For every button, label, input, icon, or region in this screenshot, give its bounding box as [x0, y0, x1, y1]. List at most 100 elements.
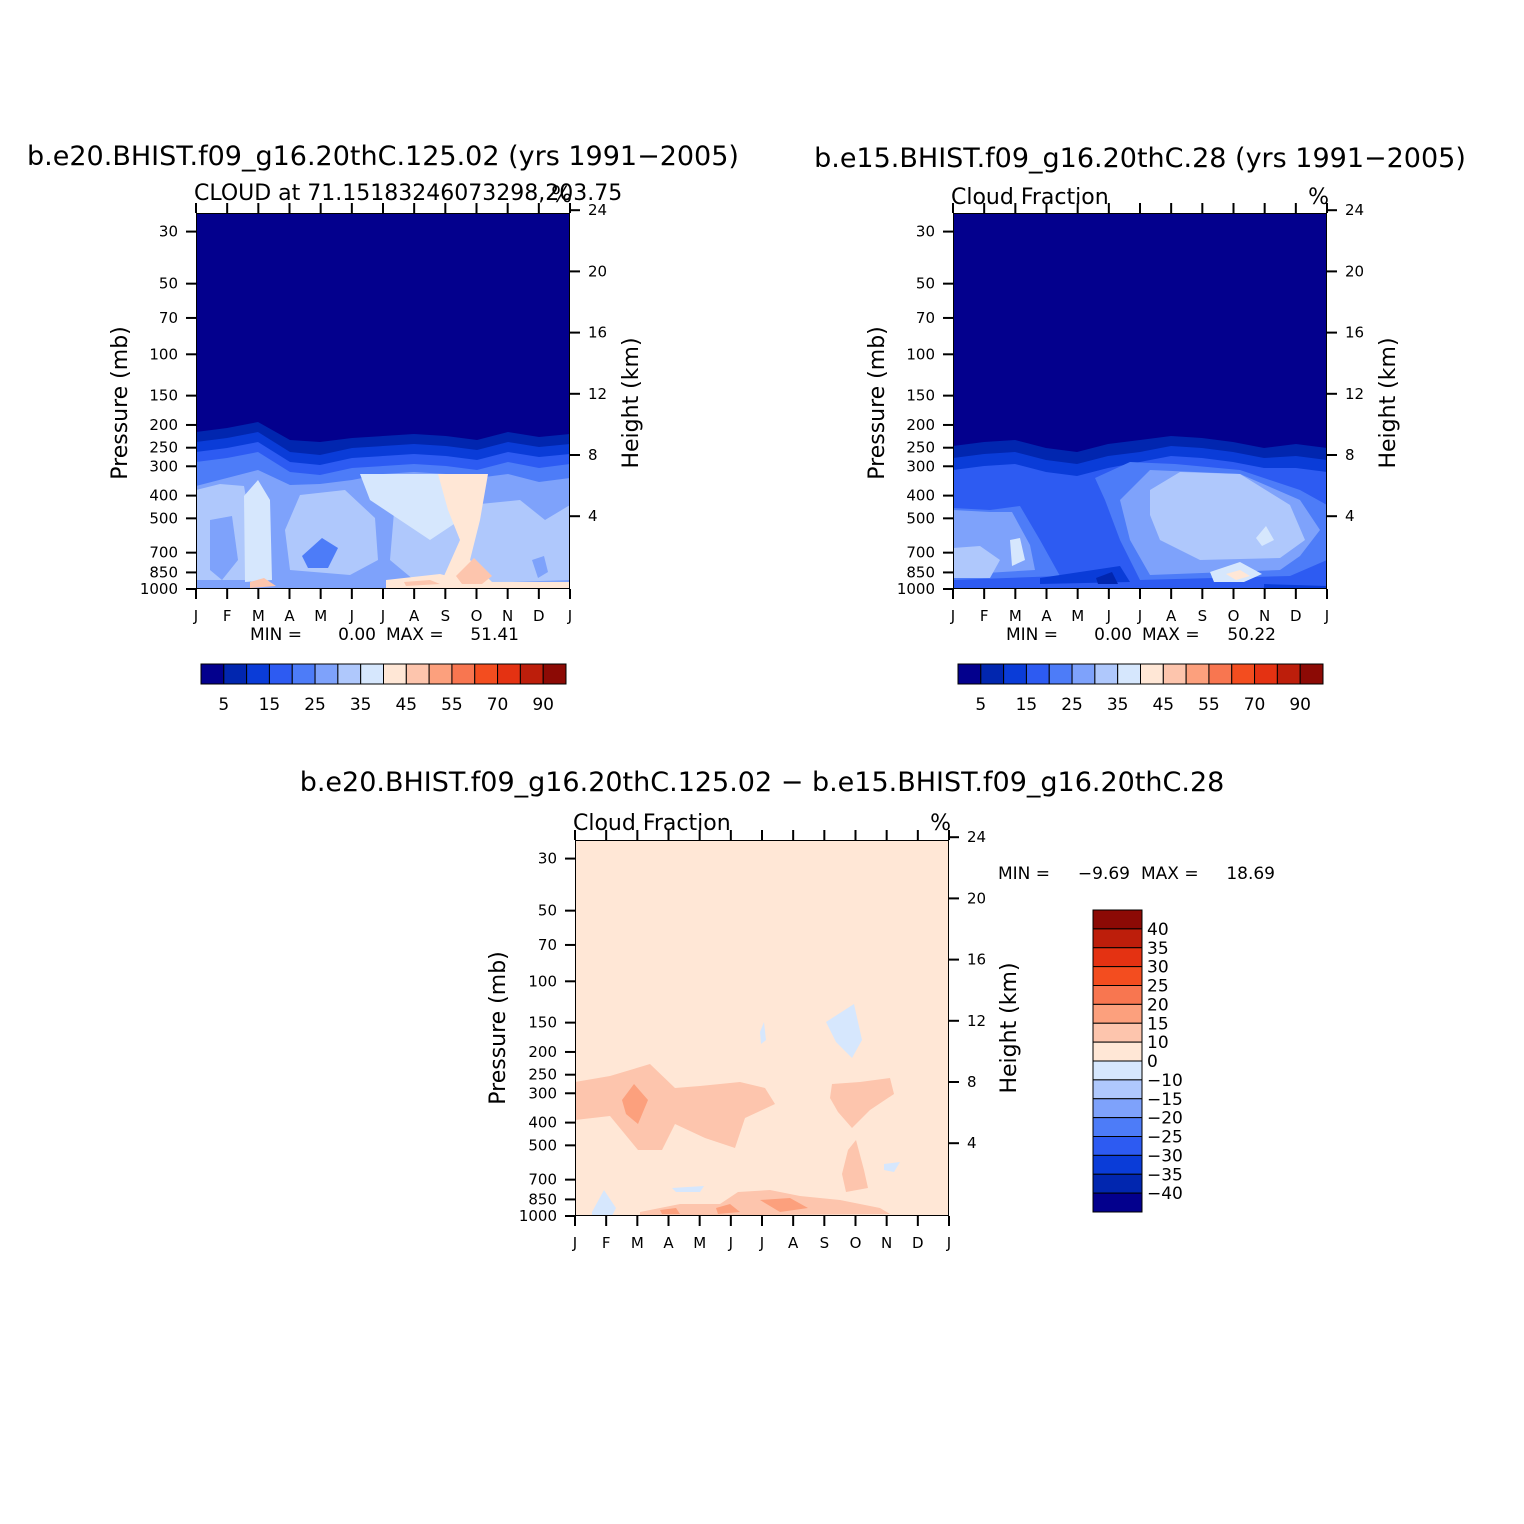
- p1-month-label-0: J: [193, 607, 198, 625]
- p2-pressure-label-9: 500: [906, 509, 935, 527]
- p2-pressure-label-10: 700: [906, 544, 935, 562]
- panel-1-contour-blue-blob2: [302, 538, 338, 568]
- cb3-swatch-5: [1092, 1003, 1143, 1024]
- p3-month-label-7: A: [788, 1234, 799, 1252]
- panel-2-contour-low-dark2: [1096, 572, 1118, 584]
- p1-month-label-9: O: [471, 607, 483, 625]
- p3-month-label-1: F: [602, 1234, 611, 1252]
- cb1-label-0: 5: [218, 695, 229, 715]
- p2-month-label-8: S: [1198, 607, 1208, 625]
- p2-pressure-label-7: 300: [906, 457, 935, 475]
- p1-pressure-label-5: 200: [149, 416, 178, 434]
- p3-height-label-1: 20: [967, 889, 986, 907]
- panel-1-plot-area: [196, 213, 570, 589]
- p2-height-label-0: 24: [1345, 201, 1364, 219]
- panel-1-height-axis: 24 20 16 12 8 4: [570, 201, 607, 525]
- p1-pressure-label-0: 30: [159, 223, 178, 241]
- p3-height-label-5: 4: [967, 1134, 977, 1152]
- panel-2-height-axis: 24 20 16 12 8 4: [1327, 201, 1364, 525]
- cb2-swatch-14: [1276, 663, 1301, 685]
- cb2-label-7: 90: [1289, 695, 1311, 715]
- cb3-label-11: −25: [1147, 1128, 1183, 1148]
- cb3-swatch-11: [1092, 1117, 1143, 1137]
- cb1-label-7: 90: [532, 695, 554, 715]
- p1-month-label-10: N: [502, 607, 513, 625]
- cb1-swatch-15: [542, 663, 567, 685]
- p3-height-label-0: 24: [967, 828, 986, 846]
- p2-height-label-3: 12: [1345, 385, 1364, 403]
- p3-pressure-label-2: 70: [538, 936, 557, 954]
- cb3-label-3: 25: [1147, 977, 1169, 997]
- cb2-swatch-5: [1071, 663, 1096, 685]
- cb1-swatch-12: [474, 663, 499, 685]
- cb3-label-6: 10: [1147, 1033, 1169, 1053]
- panel-1-contour-35: [244, 474, 460, 582]
- cb3-swatch-15: [1092, 1192, 1143, 1213]
- p1-pressure-label-9: 500: [149, 509, 178, 527]
- p3-pressure-label-4: 150: [528, 1014, 557, 1032]
- cb2-swatch-15: [1299, 663, 1324, 685]
- p2-pressure-label-12: 1000: [897, 580, 935, 598]
- panel-3-subtitle: Cloud Fraction: [573, 811, 731, 836]
- panel-2-max-label: MAX =: [1142, 625, 1200, 645]
- cb2-swatch-11: [1208, 663, 1233, 685]
- panel-2-contour-30: [953, 472, 1305, 578]
- panel-3-plot-area: [575, 840, 949, 1216]
- p2-height-label-1: 20: [1345, 262, 1364, 280]
- panel-1-title: b.e20.BHIST.f09_g16.20thC.125.02 (yrs 19…: [27, 141, 739, 172]
- cb1-label-5: 55: [441, 695, 463, 715]
- panel-3-height-axis: 24 20 16 12 8 4: [949, 828, 986, 1152]
- panel-1-max-label: MAX =: [386, 625, 444, 645]
- p3-pressure-label-3: 100: [528, 972, 557, 990]
- cb1-label-3: 35: [350, 695, 372, 715]
- p1-pressure-label-3: 100: [149, 345, 178, 363]
- cb3-swatch-8: [1092, 1060, 1143, 1081]
- p3-pressure-label-5: 200: [528, 1043, 557, 1061]
- cb3-swatch-12: [1092, 1136, 1143, 1156]
- panel-1-ylabel: Pressure (mb): [108, 326, 133, 480]
- panel-2-colorbar: 5 15 25 35 45 55 70 90: [957, 663, 1324, 715]
- panel-2-contour-40: [1226, 570, 1250, 580]
- p3-month-label-3: A: [663, 1234, 674, 1252]
- p1-height-label-0: 24: [588, 201, 607, 219]
- p1-month-label-4: M: [314, 607, 327, 625]
- cb3-label-5: 15: [1147, 1014, 1169, 1034]
- cb1-swatch-2: [246, 663, 270, 685]
- cb3-label-10: −20: [1147, 1109, 1183, 1129]
- cb1-swatch-0: [200, 663, 225, 685]
- cb1-swatch-10: [428, 663, 453, 685]
- p2-month-label-4: M: [1071, 607, 1084, 625]
- panel-1-contour-45: [250, 558, 492, 588]
- p1-pressure-label-6: 250: [149, 439, 178, 457]
- p1-pressure-label-8: 400: [149, 487, 178, 505]
- p3-month-label-12: J: [946, 1234, 951, 1252]
- cb2-label-6: 70: [1244, 695, 1266, 715]
- panel-2-units: %: [1308, 185, 1329, 210]
- cb2-swatch-7: [1117, 663, 1141, 685]
- panel-2-ylabel-right: Height (km): [1376, 337, 1401, 468]
- p1-month-label-7: A: [409, 607, 420, 625]
- p2-month-label-5: J: [1106, 607, 1111, 625]
- cb2-swatch-1: [980, 663, 1005, 685]
- cb1-label-6: 70: [487, 695, 509, 715]
- p2-pressure-label-8: 400: [906, 487, 935, 505]
- p3-month-label-2: M: [631, 1234, 644, 1252]
- p1-pressure-label-11: 850: [149, 563, 178, 581]
- cb3-swatch-6: [1092, 1022, 1143, 1043]
- cb2-label-4: 45: [1152, 695, 1174, 715]
- cb1-swatch-11: [451, 663, 476, 685]
- panel-1-contour-blue-blob3: [532, 556, 548, 578]
- cb1-label-2: 25: [304, 695, 326, 715]
- panel-1-min-value: 0.00: [338, 625, 376, 645]
- cb3-label-4: 20: [1147, 995, 1169, 1015]
- p2-month-label-11: D: [1290, 607, 1302, 625]
- panel-2-max-value: 50.22: [1227, 625, 1276, 645]
- panel-3-contour-neg-2: [760, 1022, 766, 1044]
- p1-height-label-4: 8: [588, 446, 598, 464]
